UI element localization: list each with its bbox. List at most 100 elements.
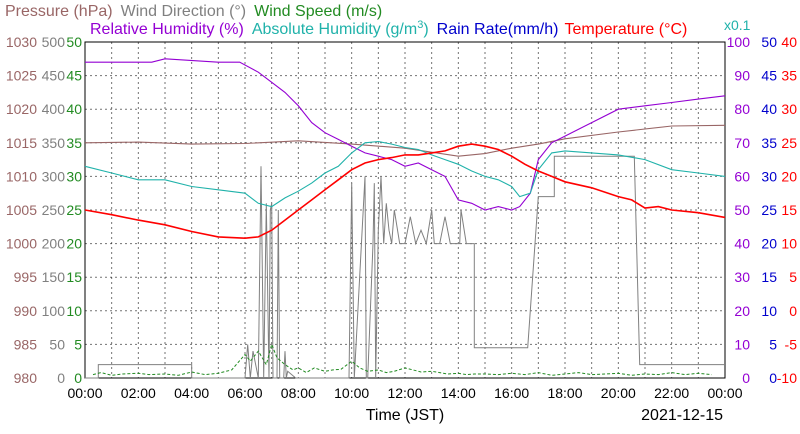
x-tick-label: 00:00 [707,385,742,401]
temperature-tick-label: 25 [781,135,797,151]
x-axis-label: Time (JST) [366,407,445,424]
pressure-tick-label: 1005 [6,202,37,218]
wind-speed-tick-label: 20 [66,236,82,252]
humidity-tick-label: 90 [734,68,750,84]
series-wind-speed [92,342,712,376]
wind-direction-tick-label: 200 [42,236,66,252]
temperature-tick-label: 5 [789,269,797,285]
wind-direction-tick-label: 0 [57,370,65,386]
x-tick-label: 04:00 [174,385,209,401]
rain-rate-tick-label: 10 [761,303,777,319]
legend-rain-rate: Rain Rate(mm/h) [437,21,559,38]
wind-speed-tick-label: 15 [66,269,82,285]
x-tick-label: 10:00 [334,385,369,401]
temperature-tick-label: 20 [781,168,797,184]
legend-row-1: Pressure (hPa) Wind Direction (°) Wind Spe… [5,3,382,20]
legend: Pressure (hPa) Wind Direction (°) Wind Spe… [5,3,751,38]
x-tick-label: 22:00 [654,385,689,401]
series-abs-humidity [84,140,726,208]
legend-row-2: Relative Humidity (%) Absolute Humidity (… [90,19,687,38]
wind-direction-tick-label: 450 [42,68,66,84]
wind-direction-tick-label: 350 [42,135,66,151]
pressure-tick-label: 985 [14,336,38,352]
pressure-tick-label: 995 [14,269,38,285]
rain-rate-tick-label: 50 [761,34,777,50]
rain-rate-tick-label: 20 [761,236,777,252]
series-temperature [84,143,726,240]
legend-humidity: Relative Humidity (%) [90,21,244,38]
humidity-tick-label: 20 [734,303,750,319]
legend-abs-humidity-sup: 3 [417,19,423,31]
humidity-tick-label: 100 [727,34,751,50]
series-pressure [84,124,726,157]
pressure-tick-label: 1030 [6,34,37,50]
wind-speed-tick-label: 5 [74,336,82,352]
wind-speed-tick-label: 40 [66,101,82,117]
rain-rate-tick-label: 40 [761,101,777,117]
humidity-tick-label: 50 [734,202,750,218]
legend-wind-speed: Wind Speed (m/s) [254,3,382,20]
temperature-tick-label: 15 [781,202,797,218]
pressure-tick-label: 980 [14,370,38,386]
wind-speed-tick-label: 35 [66,135,82,151]
wind-direction-tick-label: 50 [49,336,65,352]
wind-direction-tick-label: 500 [42,34,66,50]
series-humidity [85,58,726,211]
humidity-tick-label: 80 [734,101,750,117]
humidity-tick-label: 70 [734,135,750,151]
humidity-tick-label: 0 [742,370,750,386]
legend-abs-humidity-close: ) [423,21,428,38]
legend-pressure: Pressure (hPa) [5,3,113,20]
axes: 00:00 02:00 04:00 06:00 08:00 10:00 12:00 14:00… [6,34,797,401]
temperature-tick-label: 0 [789,303,797,319]
x-tick-label: 00:00 [67,385,102,401]
pressure-tick-label: 1015 [6,135,37,151]
rain-rate-tick-label: 5 [769,336,777,352]
wind-speed-tick-label: 30 [66,168,82,184]
humidity-tick-label: 40 [734,236,750,252]
wind-direction-tick-label: 150 [42,269,66,285]
wind-speed-tick-label: 45 [66,68,82,84]
wind-direction-tick-label: 250 [42,202,66,218]
legend-rain-scale: x0.1 [724,17,751,33]
x-tick-label: 06:00 [227,385,262,401]
temperature-tick-label: 35 [781,68,797,84]
wind-direction-tick-label: 400 [42,101,66,117]
rain-rate-tick-label: 0 [769,370,777,386]
rain-rate-tick-label: 30 [761,168,777,184]
pressure-tick-label: 1010 [6,168,37,184]
wind-direction-tick-label: 100 [42,303,66,319]
x-tick-label: 20:00 [601,385,636,401]
rain-rate-tick-label: 25 [761,202,777,218]
wind-speed-tick-label: 50 [66,34,82,50]
temperature-tick-label: 10 [781,236,797,252]
pressure-tick-label: 1020 [6,101,37,117]
rain-rate-tick-label: 35 [761,135,777,151]
pressure-tick-label: 990 [14,303,38,319]
legend-temperature: Temperature (°C) [564,21,687,38]
wind-speed-tick-label: 25 [66,202,82,218]
x-tick-label: 14:00 [441,385,476,401]
legend-wind-direction: Wind Direction (°) [121,3,247,20]
x-tick-label: 18:00 [547,385,582,401]
x-tick-label: 02:00 [121,385,156,401]
legend-abs-humidity: Absolute Humidity (g/m [252,21,417,38]
temperature-tick-label: 40 [781,34,797,50]
temperature-tick-label: -5 [785,336,798,352]
temperature-tick-label: 30 [781,101,797,117]
series-wind-direction [85,155,725,379]
rain-rate-tick-label: 45 [761,68,777,84]
wind-speed-tick-label: 10 [66,303,82,319]
pressure-tick-label: 1000 [6,236,37,252]
pressure-tick-label: 1025 [6,68,37,84]
humidity-tick-label: 60 [734,168,750,184]
series-layer [84,58,726,379]
x-tick-label: 12:00 [387,385,422,401]
temperature-tick-label: -10 [777,370,797,386]
rain-rate-tick-label: 15 [761,269,777,285]
x-tick-label: 16:00 [494,385,529,401]
humidity-tick-label: 30 [734,269,750,285]
humidity-tick-label: 10 [734,336,750,352]
x-tick-label: 08:00 [281,385,316,401]
